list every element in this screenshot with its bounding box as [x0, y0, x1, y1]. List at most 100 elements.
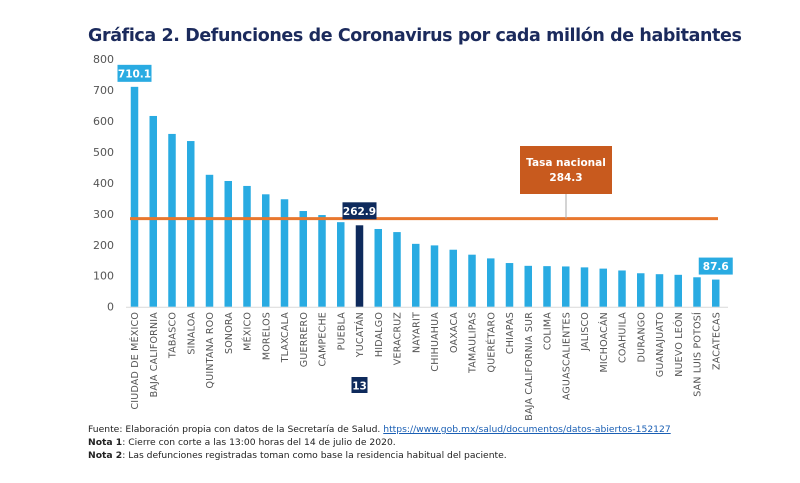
data-label: 262.9: [343, 206, 376, 218]
x-tick-label: COLIMA: [543, 312, 554, 350]
bar: [374, 228, 382, 307]
reference-annotation-box: [520, 146, 612, 194]
x-tick-label: VERACRUZ: [393, 312, 404, 365]
data-label-box: [117, 64, 152, 82]
bar: [693, 277, 701, 307]
rank-badge-group: 13: [351, 377, 368, 393]
y-tick-label: 200: [93, 239, 114, 252]
bar: [487, 258, 495, 307]
note-1: Nota 1: Cierre con corte a las 13:00 hor…: [88, 436, 671, 449]
source-note: Fuente: Elaboración propia con datos de …: [88, 423, 671, 436]
x-tick-label: SONORA: [224, 312, 235, 354]
y-tick-label: 800: [93, 53, 114, 66]
note-2-label: Nota 2: [88, 450, 123, 461]
x-tick-label: OAXACA: [449, 312, 460, 353]
bar: [674, 274, 682, 307]
x-tick-label: AGUASCALIENTES: [561, 312, 572, 400]
bar: [562, 266, 570, 307]
bar: [168, 133, 176, 307]
bar: [468, 254, 476, 307]
bar: [130, 86, 139, 307]
x-tick-label: NUEVO LEÓN: [673, 312, 685, 377]
x-tick-label: COAHUILA: [618, 312, 629, 363]
y-tick-label: 100: [93, 270, 114, 283]
data-label: 710.1: [118, 68, 151, 80]
x-tick-label: DURANGO: [636, 312, 647, 362]
x-tick-label: NAYARIT: [411, 312, 422, 353]
bar: [205, 174, 214, 307]
data-label: 87.6: [703, 261, 729, 273]
x-tick-label: BAJA CALIFORNIA: [149, 312, 160, 398]
x-tick-label: SINALOA: [186, 312, 197, 355]
x-axis-labels: CIUDAD DE MÉXICO BAJA CALIFORNIA TABASCO SI…: [129, 312, 722, 421]
data-label-box: [698, 257, 733, 275]
bar: [337, 222, 345, 307]
x-tick-label: MICHOACÁN: [598, 312, 610, 372]
bar: [599, 268, 607, 307]
x-tick-label: JALISCO: [580, 312, 591, 352]
x-tick-label: TABASCO: [168, 312, 179, 359]
bar: [318, 215, 326, 307]
x-tick-label: HIDALGO: [374, 312, 385, 357]
x-tick-label: TAMAULIPAS: [468, 312, 479, 374]
bars: [130, 86, 720, 307]
x-tick-label: QUERÉTARO: [485, 312, 497, 372]
x-tick-label: GUANAJUATO: [655, 312, 666, 377]
note-2: Nota 2: Las defunciones registradas toma…: [88, 449, 671, 462]
reference-label-title: Tasa nacional: [526, 157, 606, 169]
bar: [280, 199, 289, 307]
bar: [655, 274, 664, 307]
y-tick-label: 300: [93, 208, 114, 221]
bar: [580, 267, 589, 307]
bar: [618, 270, 626, 307]
bar: [412, 243, 420, 307]
bar: [524, 265, 532, 307]
bar: [505, 263, 514, 307]
y-tick-label: 500: [93, 146, 114, 159]
x-tick-label: CHIHUAHUA: [430, 312, 441, 372]
note-1-text: : Cierre con corte a las 13:00 horas del…: [122, 437, 396, 448]
x-tick-label: YUCATÁN: [354, 312, 366, 358]
bar: [187, 141, 195, 307]
x-tick-label: BAJA CALIFORNIA SUR: [524, 312, 535, 421]
note-1-label: Nota 1: [88, 437, 123, 448]
bar: [224, 180, 232, 307]
chart-footer: Fuente: Elaboración propia con datos de …: [88, 423, 671, 462]
data-label-box: [342, 202, 377, 220]
bar: [243, 185, 251, 307]
x-tick-label: PUEBLA: [336, 312, 347, 351]
bar: [449, 249, 457, 307]
x-tick-label: MORELOS: [261, 312, 272, 360]
x-tick-label: ZACATECAS: [711, 312, 722, 370]
y-tick-label: 700: [93, 84, 114, 97]
bar: [430, 245, 439, 307]
y-axis: 0 100 200 300 400 500 600 700 800: [93, 53, 114, 314]
source-text: Fuente: Elaboración propia con datos de …: [88, 424, 384, 435]
chart-title: Gráfica 2. Defunciones de Coronavirus po…: [88, 26, 742, 46]
bar: [149, 115, 157, 307]
bar: [393, 232, 401, 307]
y-tick-label: 400: [93, 177, 114, 190]
x-tick-label: TLAXCALA: [280, 312, 291, 364]
y-tick-label: 0: [107, 301, 114, 314]
y-tick-label: 600: [93, 115, 114, 128]
x-tick-label: CHIAPAS: [505, 312, 516, 354]
source-link[interactable]: https://www.gob.mx/salud/documentos/dato…: [383, 424, 671, 435]
bar-highlighted: [355, 225, 364, 307]
bar: [543, 266, 551, 307]
rank-badge-text: 13: [352, 381, 367, 393]
x-tick-label: QUINTANA ROO: [205, 312, 216, 388]
note-2-text: : Las defunciones registradas toman como…: [122, 450, 507, 461]
x-tick-label: MÉXICO: [242, 312, 254, 351]
x-tick-label: GUERRERO: [299, 312, 310, 367]
reference-line-group: Tasa nacional 284.3: [130, 146, 718, 221]
data-labels: 710.1 262.9 87.6: [117, 64, 733, 275]
x-tick-label: CIUDAD DE MÉXICO: [129, 312, 141, 410]
bar: [262, 194, 270, 307]
rank-badge: [351, 377, 368, 393]
x-tick-label: CAMPECHE: [318, 312, 329, 366]
bar: [299, 211, 307, 307]
x-tick-label: SAN LUIS POTOSÍ: [692, 312, 704, 397]
bar: [712, 279, 720, 307]
